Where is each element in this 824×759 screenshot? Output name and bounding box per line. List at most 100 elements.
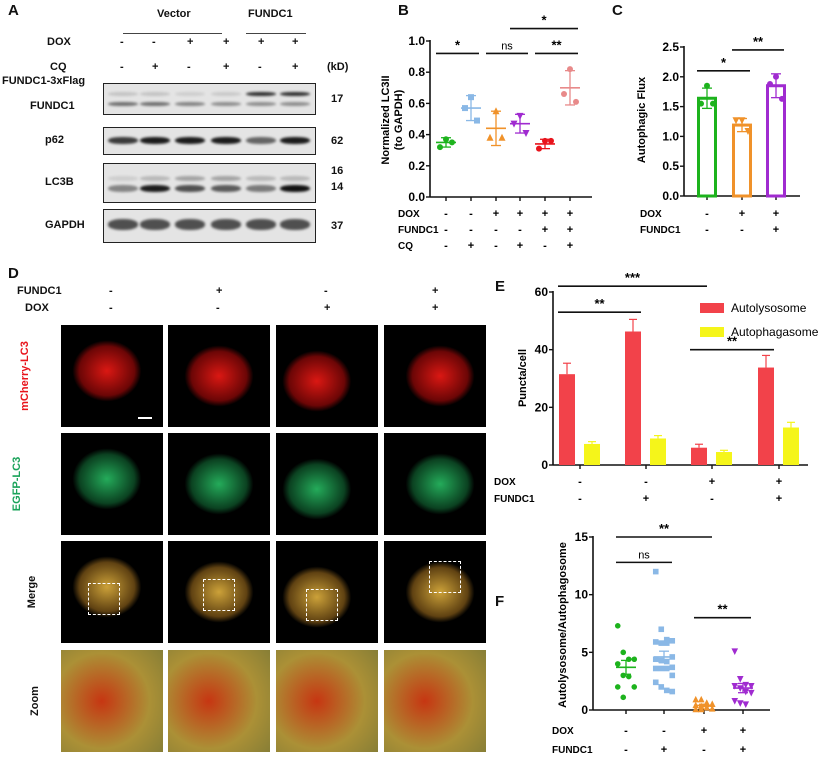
data-point	[747, 689, 755, 697]
data-point	[731, 648, 739, 655]
y-axis-label: Autolysosome/Autophagosome	[557, 542, 569, 708]
significance-label: **	[717, 602, 728, 617]
data-point	[747, 682, 755, 690]
protein-band	[140, 101, 170, 106]
y-tick-label: 1.5	[662, 100, 679, 114]
cq-sign: +	[292, 61, 299, 73]
data-point	[692, 705, 700, 713]
micrograph	[168, 650, 270, 752]
data-point	[703, 703, 711, 711]
condition-sign: -	[444, 224, 448, 236]
chart-b: 0.0 0.2 0.4 0.6 0.8 1.0 Normalized LC3II (to GA…	[380, 13, 592, 252]
panel-letter-f: F	[495, 593, 505, 610]
condition-sign: -	[578, 493, 582, 505]
scale-bar	[138, 417, 152, 419]
data-point	[620, 694, 627, 701]
micrograph	[61, 650, 163, 752]
cq-sign: +	[152, 61, 159, 73]
legend-label: Autolysosome	[731, 301, 807, 315]
bar	[650, 438, 666, 465]
panel-letter-d: D	[8, 265, 19, 282]
y-axis-label: Puncta/cell	[517, 349, 529, 407]
cq-row-label: CQ	[50, 61, 67, 73]
data-point	[669, 654, 676, 660]
micrograph	[168, 325, 270, 427]
data-point	[708, 700, 716, 708]
data-point	[773, 73, 779, 80]
data-point	[631, 656, 638, 663]
micrograph	[61, 325, 163, 427]
data-point	[658, 626, 665, 633]
protein-band	[140, 91, 170, 96]
data-point	[620, 649, 627, 656]
blot-label: GAPDH	[45, 219, 85, 231]
bar	[691, 447, 707, 465]
protein-band	[246, 91, 276, 96]
significance-label: **	[659, 521, 670, 536]
group-label-vector: Vector	[157, 8, 191, 20]
condition-label: DOX	[640, 209, 662, 220]
micrograph	[384, 541, 486, 643]
protein-band	[246, 218, 276, 230]
cq-sign: +	[223, 61, 230, 73]
fundc1-row-label: FUNDC1	[17, 285, 62, 297]
bar	[783, 427, 799, 465]
bar	[766, 84, 786, 198]
data-point	[437, 144, 443, 151]
data-point	[736, 685, 744, 692]
kd-marker: 14	[331, 181, 344, 193]
bar	[625, 331, 641, 465]
micrograph	[61, 541, 163, 643]
protein-band	[246, 101, 276, 106]
y-tick-label: 10	[575, 588, 589, 602]
condition-sign: +	[773, 208, 779, 220]
data-point	[697, 695, 705, 703]
data-point	[486, 133, 494, 141]
micrograph	[384, 325, 486, 427]
data-point	[669, 672, 676, 679]
condition-sign: -	[578, 476, 582, 488]
protein-band	[175, 218, 205, 230]
dox-sign: -	[152, 36, 156, 48]
condition-sign: -	[494, 224, 498, 236]
data-point	[498, 133, 506, 141]
condition-sign: -	[469, 208, 473, 220]
condition-sign: +	[740, 725, 746, 737]
protein-band	[175, 185, 205, 193]
data-point	[703, 699, 711, 706]
protein-band	[108, 101, 138, 106]
data-point	[625, 656, 632, 663]
micrograph	[276, 541, 378, 643]
micrograph	[276, 325, 378, 427]
dox-sign: -	[120, 36, 124, 48]
y-axis-label: Normalized LC3II	[380, 75, 392, 164]
protein-band	[140, 137, 170, 145]
y-tick-label: 0.5	[662, 159, 679, 173]
significance-label: *	[455, 37, 461, 52]
y-tick-label: 1.0	[408, 34, 425, 48]
condition-sign: -	[644, 476, 648, 488]
zoom-region-box	[203, 579, 235, 611]
protein-band	[280, 185, 310, 193]
data-point	[779, 95, 785, 102]
data-point	[710, 100, 716, 107]
protein-band	[175, 101, 205, 106]
y-tick-label: 1.0	[662, 129, 679, 143]
protein-band	[211, 175, 241, 181]
zoom-region-box	[306, 589, 338, 621]
significance-label: **	[727, 334, 738, 349]
data-point	[742, 701, 750, 709]
bar	[697, 96, 717, 198]
data-point	[573, 98, 579, 105]
condition-sign: +	[776, 493, 782, 505]
data-point	[631, 684, 638, 690]
protein-band	[211, 137, 241, 145]
zoom-region-box	[429, 561, 461, 593]
data-point	[449, 139, 455, 146]
data-point	[614, 661, 621, 667]
data-point	[669, 688, 676, 695]
y-tick-label: 0.4	[408, 128, 425, 142]
kd-marker: 37	[331, 220, 344, 232]
protein-band	[211, 91, 241, 96]
